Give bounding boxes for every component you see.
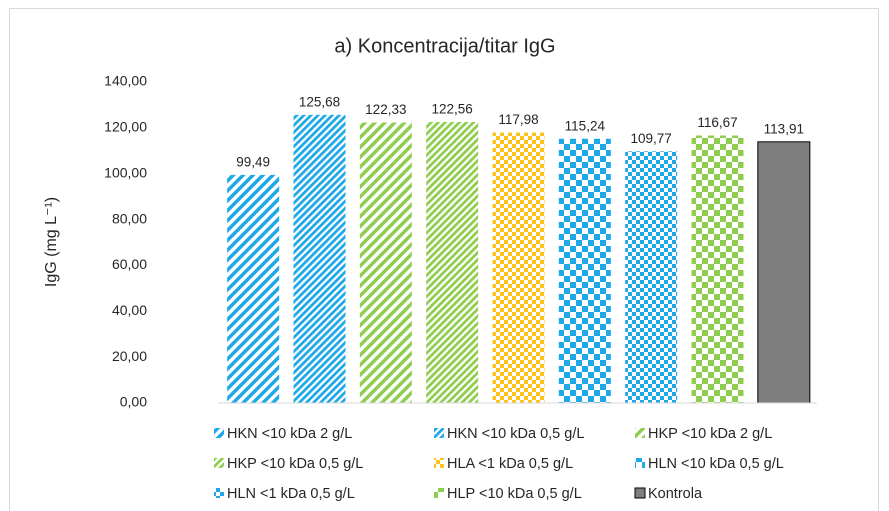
- bar: [359, 122, 412, 404]
- y-tick-label: 60,00: [112, 256, 147, 272]
- bar: [293, 114, 346, 404]
- legend-label: HLP <10 kDa 0,5 g/L: [447, 486, 582, 502]
- legend-swatch: [634, 487, 646, 499]
- legend-label: Kontrola: [648, 486, 703, 502]
- legend-label: HKP <10 kDa 2 g/L: [648, 426, 772, 442]
- y-tick-label: 80,00: [112, 210, 147, 226]
- bar: [558, 138, 611, 403]
- bar: [426, 121, 479, 403]
- legend-swatch: [434, 458, 444, 468]
- legend-label: HLA <1 kDa 0,5 g/L: [447, 456, 573, 472]
- bar: [757, 141, 811, 404]
- value-label: 109,77: [631, 131, 672, 146]
- bar: [691, 135, 744, 403]
- legend-swatch: [434, 428, 444, 438]
- legend-label: HKP <10 kDa 0,5 g/L: [227, 456, 363, 472]
- value-label: 122,56: [432, 102, 473, 117]
- legend-swatch: [214, 488, 224, 498]
- y-tick-label: 100,00: [104, 164, 147, 180]
- y-tick-label: 40,00: [112, 302, 147, 318]
- value-label: 117,98: [498, 112, 538, 127]
- value-label: 125,68: [299, 94, 340, 109]
- value-label: 113,91: [764, 121, 804, 136]
- legend-swatch: [635, 458, 645, 468]
- bar: [492, 132, 545, 403]
- value-label: 99,49: [236, 154, 270, 169]
- legend-swatch: [635, 428, 645, 438]
- bar: [625, 151, 678, 403]
- legend-label: HLN <1 kDa 0,5 g/L: [227, 486, 355, 502]
- legend-label: HKN <10 kDa 0,5 g/L: [447, 426, 584, 442]
- y-axis-title: IgG (mg L⁻¹): [43, 197, 60, 287]
- value-label: 115,24: [565, 118, 606, 133]
- value-label: 116,67: [697, 115, 737, 130]
- legend-swatch: [214, 428, 224, 438]
- legend-swatch: [434, 488, 444, 498]
- y-tick-label: 140,00: [104, 73, 147, 89]
- chart-title: a) Koncentracija/titar IgG: [334, 35, 555, 57]
- legend-label: HLN <10 kDa 0,5 g/L: [648, 456, 784, 472]
- legend-swatch: [214, 458, 224, 468]
- bar: [227, 174, 280, 403]
- legend-label: HKN <10 kDa 2 g/L: [227, 426, 352, 442]
- value-label: 122,33: [365, 102, 406, 117]
- y-tick-label: 0,00: [120, 394, 147, 410]
- y-tick-label: 120,00: [104, 119, 147, 135]
- y-tick-label: 20,00: [112, 348, 147, 364]
